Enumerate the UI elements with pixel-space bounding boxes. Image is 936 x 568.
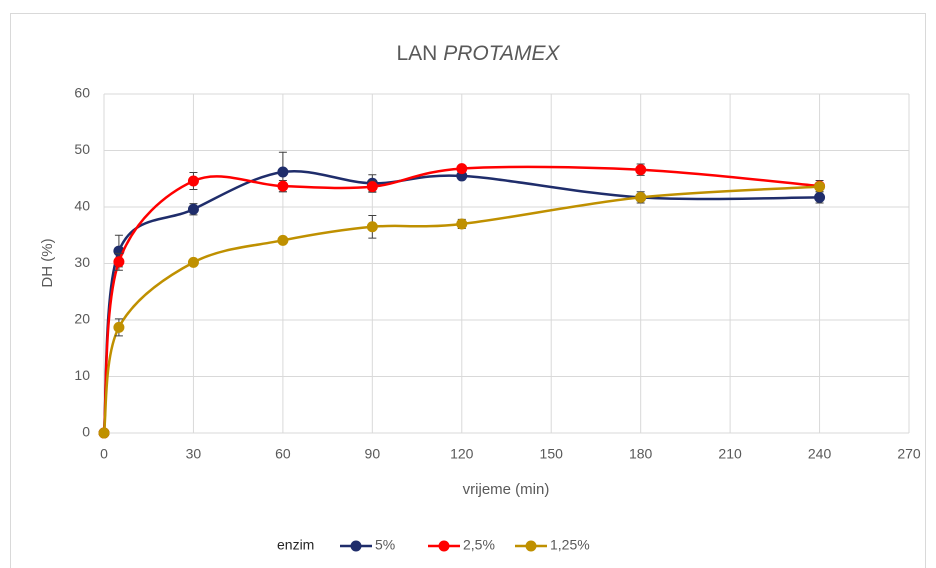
x-tick-label: 240 xyxy=(808,446,832,462)
y-tick-label: 0 xyxy=(82,424,90,440)
chart-title: LAN PROTAMEX xyxy=(397,42,561,65)
data-point xyxy=(277,234,289,246)
y-tick-label: 10 xyxy=(74,367,90,383)
y-tick-label: 50 xyxy=(74,141,90,157)
data-point xyxy=(98,427,110,439)
data-point xyxy=(277,180,289,192)
title-emphasis: PROTAMEX xyxy=(443,42,560,65)
x-tick-label: 60 xyxy=(275,446,291,462)
y-tick-label: 40 xyxy=(74,198,90,214)
data-point xyxy=(113,256,125,268)
x-tick-label: 180 xyxy=(629,446,653,462)
data-point xyxy=(366,221,378,233)
data-point xyxy=(635,191,647,203)
x-tick-label: 30 xyxy=(186,446,202,462)
title-text: LAN xyxy=(397,42,438,65)
y-tick-label: 30 xyxy=(74,254,90,270)
data-point xyxy=(814,181,826,193)
data-point xyxy=(187,175,199,187)
x-tick-label: 90 xyxy=(365,446,381,462)
legend-label: 2,5% xyxy=(463,537,495,553)
data-point xyxy=(456,163,468,175)
y-tick-label: 20 xyxy=(74,311,90,327)
legend-marker xyxy=(350,540,362,552)
x-axis-label: vrijeme (min) xyxy=(463,481,550,498)
legend-title: enzim xyxy=(277,537,314,553)
y-axis-label: DH (%) xyxy=(39,238,56,287)
legend-marker xyxy=(438,540,450,552)
data-point xyxy=(366,181,378,193)
data-point xyxy=(814,191,826,203)
legend-marker xyxy=(525,540,537,552)
chart-frame xyxy=(10,13,926,568)
data-point xyxy=(456,218,468,230)
data-point xyxy=(187,203,199,215)
legend-label: 1,25% xyxy=(550,537,590,553)
data-point xyxy=(635,164,647,176)
x-tick-label: 270 xyxy=(897,446,921,462)
data-point xyxy=(113,321,125,333)
x-tick-label: 210 xyxy=(718,446,742,462)
y-tick-label: 60 xyxy=(74,85,90,101)
x-tick-label: 120 xyxy=(450,446,474,462)
legend-label: 5% xyxy=(375,537,395,553)
x-tick-label: 150 xyxy=(540,446,564,462)
data-point xyxy=(277,166,289,178)
data-point xyxy=(187,256,199,268)
x-tick-label: 0 xyxy=(100,446,108,462)
